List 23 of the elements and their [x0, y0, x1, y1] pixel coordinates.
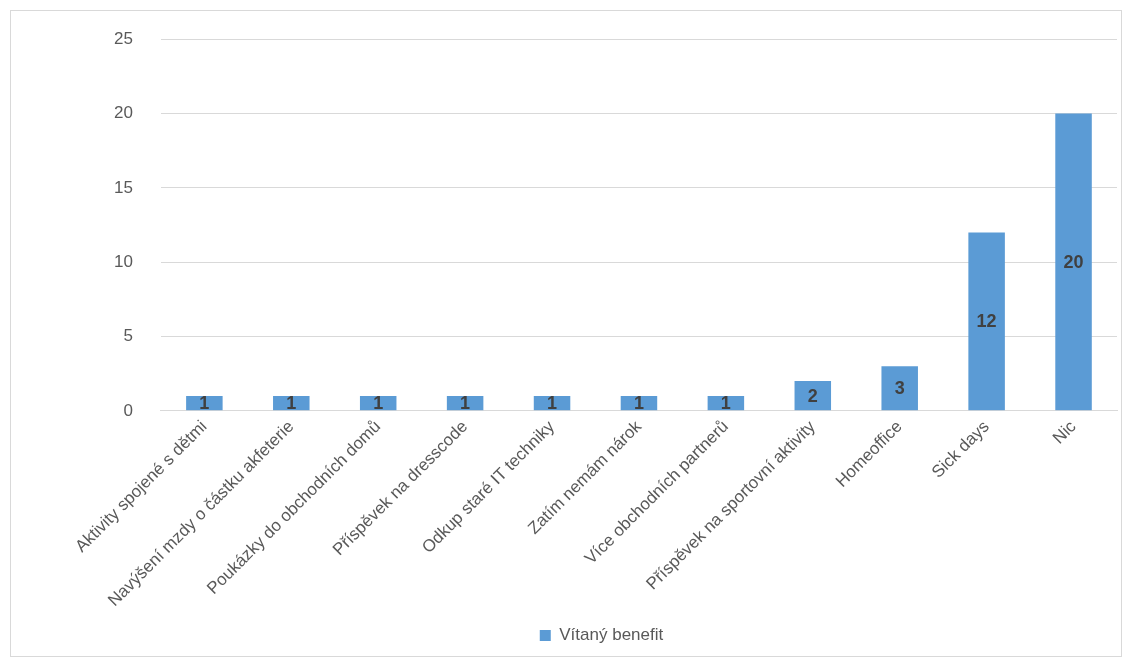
data-label: 1 [286, 393, 297, 414]
bar [968, 232, 1005, 411]
bar [794, 381, 832, 411]
bar [1055, 113, 1092, 411]
data-label: 2 [807, 385, 818, 406]
data-label: 3 [894, 378, 905, 399]
legend-label: Vítaný benefit [559, 625, 664, 645]
data-label: 1 [460, 393, 471, 414]
data-label: 1 [720, 393, 731, 414]
y-tick-label: 25 [113, 28, 133, 48]
data-label: 1 [547, 393, 558, 414]
data-label: 1 [633, 393, 644, 414]
y-tick-label: 20 [113, 103, 133, 123]
data-label: 1 [373, 393, 384, 414]
data-label: 20 [1063, 251, 1084, 272]
data-label: 1 [199, 393, 210, 414]
y-tick-label: 5 [123, 326, 133, 346]
data-label: 12 [976, 311, 997, 332]
y-tick-label: 10 [113, 251, 133, 271]
x-tick-label: Nic [1048, 416, 1081, 448]
bar [881, 366, 918, 411]
y-tick-label: 15 [113, 177, 133, 197]
y-tick-label: 0 [123, 400, 133, 420]
